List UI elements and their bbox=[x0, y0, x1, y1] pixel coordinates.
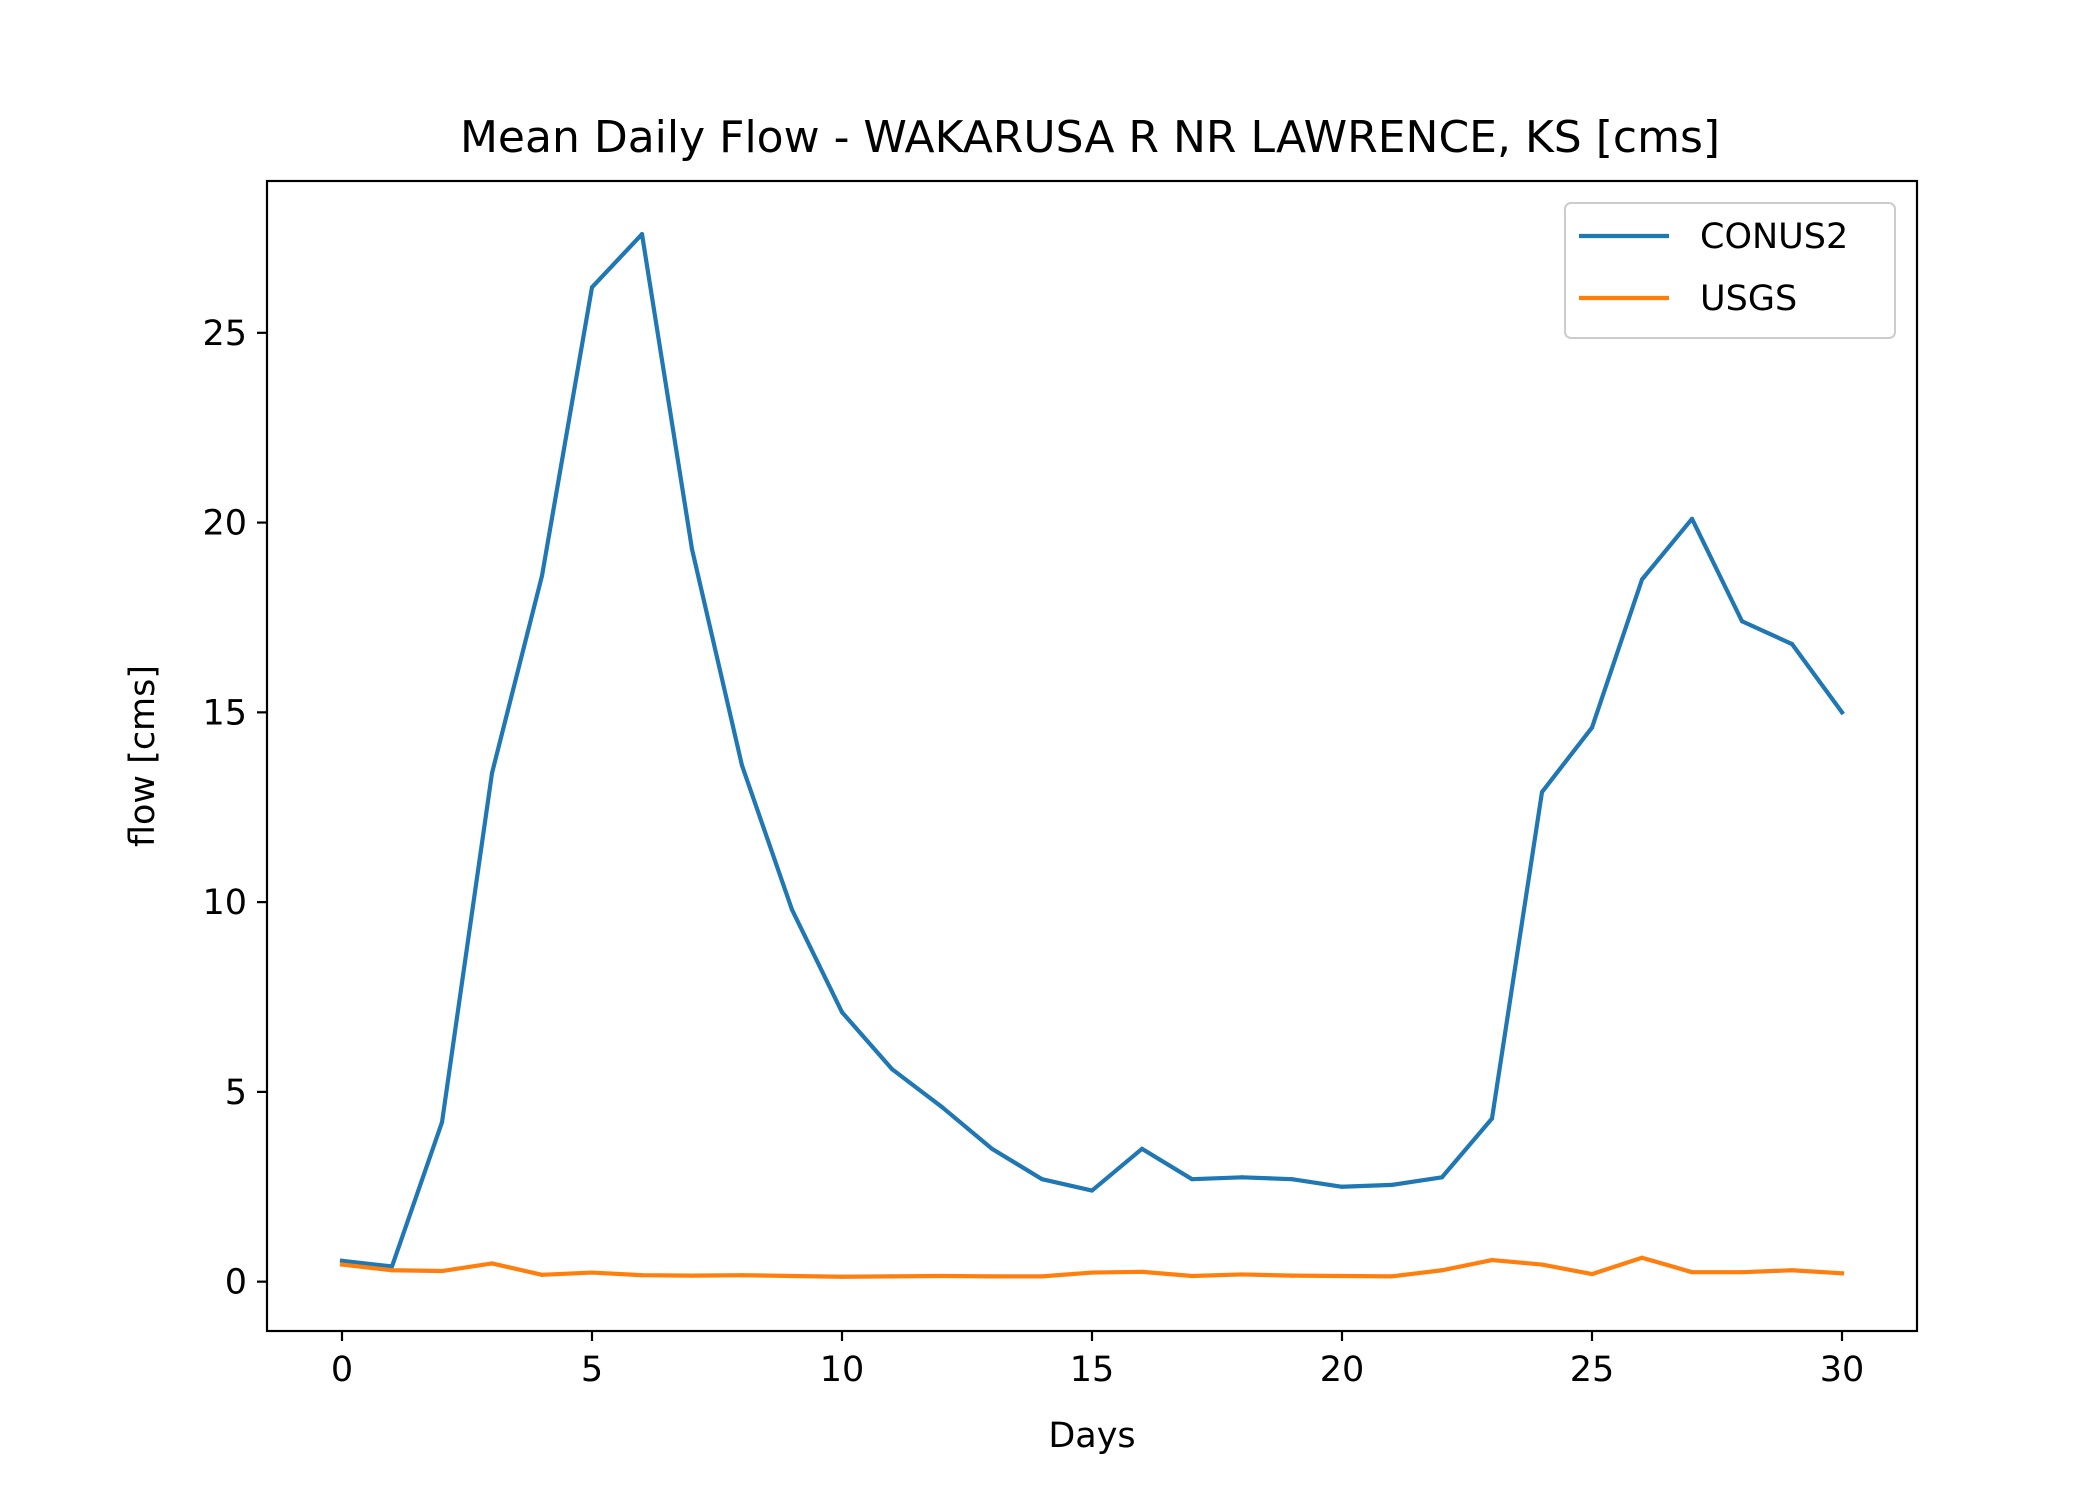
x-axis-label: Days bbox=[1048, 1416, 1135, 1456]
y-tick-label: 15 bbox=[202, 693, 247, 733]
data-point-usgs bbox=[1239, 1272, 1245, 1277]
data-point-usgs bbox=[939, 1273, 945, 1279]
data-point-conus2 bbox=[889, 1067, 895, 1072]
data-point-usgs bbox=[1489, 1257, 1495, 1263]
data-point-conus2 bbox=[1189, 1177, 1195, 1182]
x-tick-label: 0 bbox=[331, 1350, 353, 1390]
x-tick-label: 5 bbox=[581, 1350, 603, 1390]
data-point-conus2 bbox=[639, 232, 645, 237]
data-point-usgs bbox=[1839, 1271, 1845, 1276]
data-point-usgs bbox=[1339, 1273, 1345, 1279]
data-point-usgs bbox=[1389, 1274, 1395, 1279]
data-point-conus2 bbox=[989, 1146, 995, 1151]
data-point-conus2 bbox=[589, 285, 595, 290]
data-point-usgs bbox=[539, 1272, 545, 1277]
y-tick-label: 10 bbox=[202, 883, 247, 923]
y-tick-label: 0 bbox=[225, 1263, 247, 1303]
data-point-usgs bbox=[1139, 1269, 1145, 1274]
data-point-usgs bbox=[639, 1273, 645, 1278]
data-point-usgs bbox=[589, 1270, 595, 1275]
data-point-usgs bbox=[489, 1261, 495, 1266]
data-point-usgs bbox=[1689, 1270, 1695, 1275]
data-point-usgs bbox=[1039, 1274, 1045, 1279]
data-point-conus2 bbox=[789, 907, 795, 912]
data-point-usgs bbox=[1189, 1273, 1195, 1279]
x-tick-label: 10 bbox=[820, 1350, 865, 1390]
data-point-usgs bbox=[839, 1274, 845, 1279]
legend: CONUS2 USGS bbox=[1564, 202, 1896, 339]
data-point-conus2 bbox=[1389, 1182, 1395, 1187]
x-tick-label: 25 bbox=[1570, 1350, 1615, 1390]
data-point-conus2 bbox=[1839, 710, 1845, 715]
data-point-conus2 bbox=[1089, 1188, 1095, 1193]
data-point-usgs bbox=[739, 1273, 745, 1278]
data-point-conus2 bbox=[1339, 1184, 1345, 1189]
x-tick-label: 15 bbox=[1070, 1350, 1115, 1390]
data-point-usgs bbox=[1639, 1255, 1645, 1260]
data-point-conus2 bbox=[1289, 1177, 1295, 1182]
data-point-conus2 bbox=[1639, 577, 1645, 582]
y-axis-ticks: 0 5 10 15 20 25 bbox=[202, 314, 267, 1303]
data-point-usgs bbox=[989, 1274, 995, 1279]
data-point-usgs bbox=[389, 1268, 395, 1273]
data-point-usgs bbox=[339, 1262, 345, 1267]
data-point-conus2 bbox=[389, 1264, 395, 1269]
data-point-conus2 bbox=[1439, 1175, 1445, 1180]
data-point-conus2 bbox=[539, 573, 545, 578]
legend-label-usgs: USGS bbox=[1700, 279, 1797, 319]
y-axis-label: flow [cms] bbox=[123, 665, 163, 847]
x-tick-label: 30 bbox=[1820, 1350, 1865, 1390]
y-tick-label: 20 bbox=[202, 504, 247, 544]
data-point-conus2 bbox=[839, 1010, 845, 1015]
data-point-usgs bbox=[1789, 1268, 1795, 1273]
data-point-conus2 bbox=[689, 547, 695, 552]
y-tick-label: 5 bbox=[225, 1073, 247, 1113]
data-point-conus2 bbox=[489, 770, 495, 776]
data-point-usgs bbox=[439, 1268, 445, 1274]
data-point-usgs bbox=[1589, 1271, 1595, 1277]
data-point-conus2 bbox=[1689, 516, 1695, 521]
data-point-usgs bbox=[689, 1273, 695, 1278]
data-point-usgs bbox=[1539, 1262, 1545, 1267]
data-point-conus2 bbox=[1039, 1177, 1045, 1182]
data-point-conus2 bbox=[1739, 619, 1745, 624]
data-point-usgs bbox=[1089, 1270, 1095, 1275]
data-point-usgs bbox=[1289, 1273, 1295, 1278]
data-point-conus2 bbox=[739, 763, 745, 768]
data-point-conus2 bbox=[1589, 725, 1595, 730]
data-point-usgs bbox=[789, 1273, 795, 1279]
chart-title: Mean Daily Flow - WAKARUSA R NR LAWRENCE… bbox=[460, 112, 1720, 163]
data-point-conus2 bbox=[939, 1104, 945, 1110]
series-layer bbox=[339, 232, 1845, 1279]
data-point-conus2 bbox=[1489, 1116, 1495, 1121]
x-tick-label: 20 bbox=[1320, 1350, 1365, 1390]
data-point-usgs bbox=[889, 1274, 895, 1279]
data-point-conus2 bbox=[1239, 1175, 1245, 1180]
data-point-conus2 bbox=[339, 1258, 345, 1263]
data-point-usgs bbox=[1739, 1270, 1745, 1275]
data-point-conus2 bbox=[1789, 641, 1795, 647]
x-axis-ticks: 0 5 10 15 20 25 30 bbox=[331, 1331, 1864, 1390]
data-point-conus2 bbox=[1139, 1146, 1145, 1151]
data-point-usgs bbox=[1439, 1268, 1445, 1273]
legend-label-conus2: CONUS2 bbox=[1700, 217, 1848, 257]
y-tick-label: 25 bbox=[202, 314, 247, 354]
data-point-conus2 bbox=[439, 1120, 445, 1125]
data-point-conus2 bbox=[1539, 789, 1545, 795]
